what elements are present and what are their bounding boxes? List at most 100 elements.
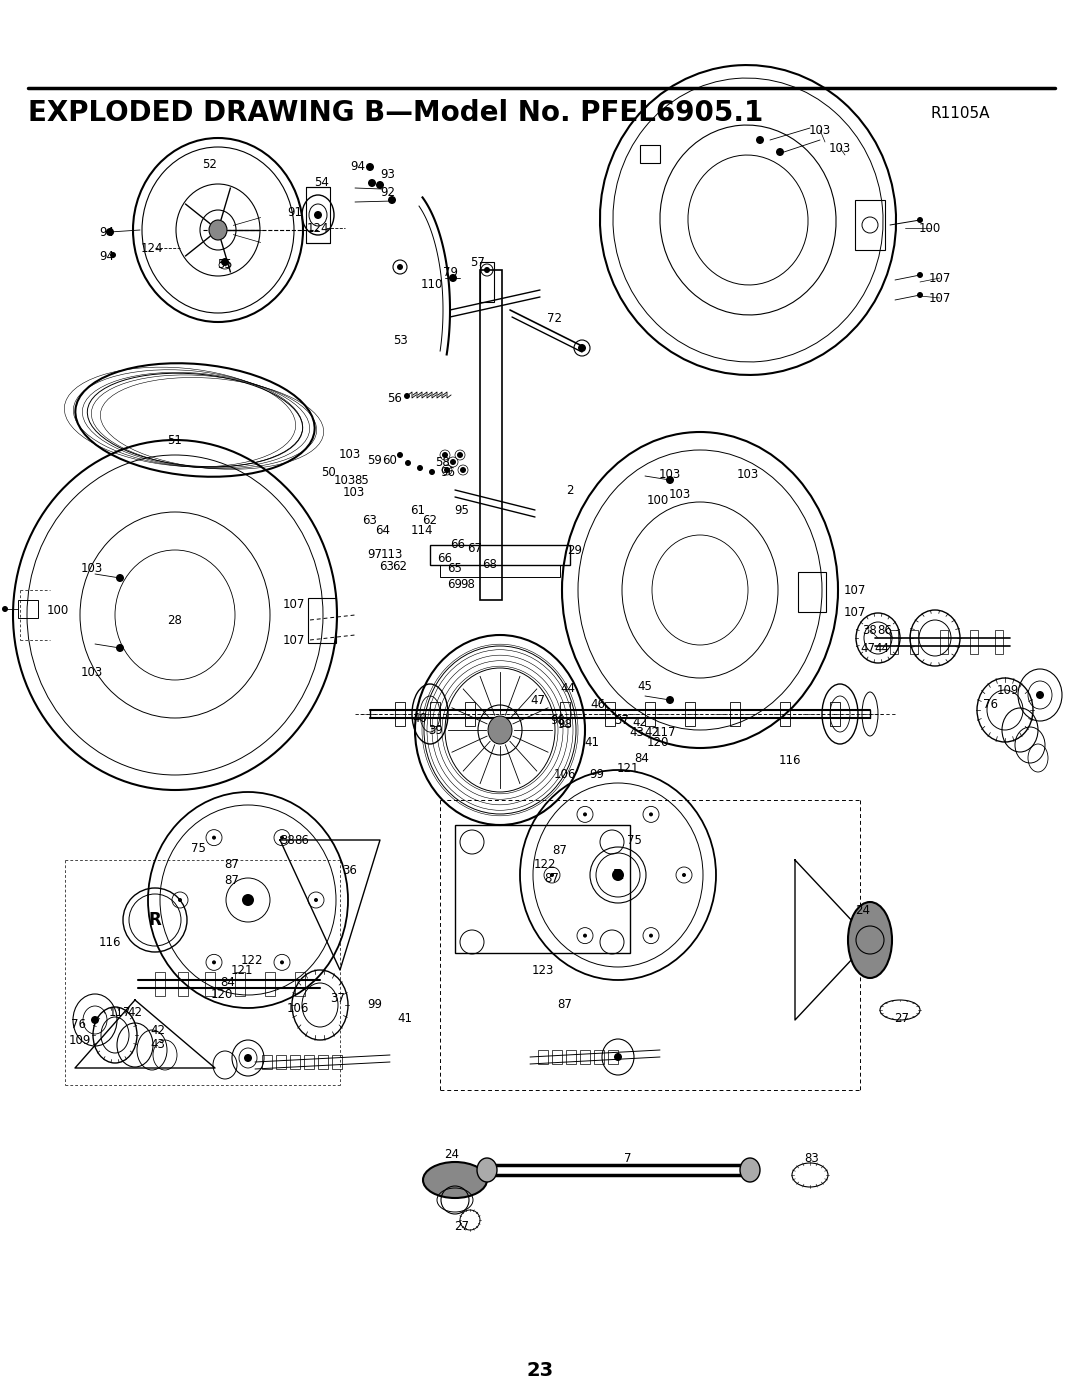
Text: 98: 98 <box>551 714 566 726</box>
Bar <box>780 703 789 726</box>
Text: 103: 103 <box>334 474 356 486</box>
Bar <box>291 1055 300 1069</box>
Text: 38: 38 <box>281 834 295 847</box>
Text: 63: 63 <box>379 560 394 573</box>
Bar <box>480 263 494 302</box>
Circle shape <box>212 835 216 840</box>
Bar <box>890 630 897 654</box>
Circle shape <box>221 258 229 265</box>
Text: 42: 42 <box>633 715 648 728</box>
Circle shape <box>110 251 116 258</box>
Circle shape <box>178 898 183 902</box>
Circle shape <box>777 148 784 156</box>
Text: 47: 47 <box>530 693 545 707</box>
Text: 103: 103 <box>737 468 759 482</box>
Text: 7: 7 <box>624 1151 632 1165</box>
Bar <box>605 703 615 726</box>
Bar <box>645 703 654 726</box>
Text: 103: 103 <box>659 468 681 482</box>
Text: 121: 121 <box>231 964 253 977</box>
Bar <box>455 826 630 953</box>
Bar <box>594 1051 604 1065</box>
Text: 65: 65 <box>447 562 462 574</box>
Text: 62: 62 <box>422 514 437 527</box>
Bar <box>566 1051 576 1065</box>
Circle shape <box>612 869 624 882</box>
Circle shape <box>376 182 384 189</box>
Circle shape <box>405 460 411 467</box>
Bar <box>156 972 165 996</box>
Text: 55: 55 <box>217 258 231 271</box>
Text: 87: 87 <box>225 858 240 870</box>
Bar <box>538 1051 548 1065</box>
Bar <box>318 1055 328 1069</box>
Circle shape <box>578 344 586 352</box>
Text: 106: 106 <box>554 768 577 781</box>
Bar <box>430 545 570 564</box>
Bar <box>480 270 502 599</box>
Circle shape <box>583 933 588 937</box>
Text: 79: 79 <box>443 265 458 278</box>
Text: 98: 98 <box>557 718 572 732</box>
Text: 56: 56 <box>388 391 403 405</box>
Circle shape <box>666 476 674 483</box>
Text: 94: 94 <box>99 225 114 239</box>
Text: 107: 107 <box>843 584 866 597</box>
Text: 103: 103 <box>342 486 365 499</box>
Text: 39: 39 <box>429 724 444 736</box>
Text: 87: 87 <box>544 872 559 884</box>
Ellipse shape <box>740 1158 760 1182</box>
Text: 43: 43 <box>150 1038 165 1051</box>
Text: 123: 123 <box>531 964 554 977</box>
Text: 54: 54 <box>314 176 329 189</box>
Bar <box>685 703 696 726</box>
Bar <box>265 972 275 996</box>
Bar <box>395 703 405 726</box>
Text: 42: 42 <box>150 1024 165 1037</box>
Text: R1105A: R1105A <box>930 106 989 120</box>
Bar <box>995 630 1003 654</box>
Circle shape <box>756 136 764 144</box>
Text: 99: 99 <box>367 999 382 1011</box>
Bar <box>580 1051 590 1065</box>
Text: 45: 45 <box>637 679 652 693</box>
Text: 37: 37 <box>330 992 346 1004</box>
Text: 42: 42 <box>127 1006 143 1018</box>
Circle shape <box>457 453 463 458</box>
Text: 124: 124 <box>307 222 329 235</box>
Text: 92: 92 <box>380 187 395 200</box>
Text: 64: 64 <box>376 524 391 536</box>
Circle shape <box>442 453 448 458</box>
Circle shape <box>366 163 374 170</box>
Circle shape <box>368 179 376 187</box>
Bar <box>262 1055 272 1069</box>
Text: 36: 36 <box>342 863 357 876</box>
Text: 109: 109 <box>69 1034 91 1046</box>
Text: 24: 24 <box>855 904 870 916</box>
Text: 24: 24 <box>445 1148 459 1161</box>
Text: 86: 86 <box>295 834 310 847</box>
Circle shape <box>550 873 554 877</box>
Text: 94: 94 <box>351 161 365 173</box>
Bar <box>970 630 978 654</box>
Bar <box>178 972 188 996</box>
Circle shape <box>917 272 923 278</box>
Circle shape <box>484 267 490 272</box>
Text: 68: 68 <box>483 559 498 571</box>
Text: 27: 27 <box>894 1011 909 1024</box>
Bar <box>940 630 948 654</box>
Text: 29: 29 <box>567 543 582 556</box>
Text: 116: 116 <box>98 936 121 949</box>
Bar <box>561 703 570 726</box>
Text: 100: 100 <box>647 493 670 507</box>
Text: 84: 84 <box>635 752 649 764</box>
Text: 103: 103 <box>669 489 691 502</box>
Bar <box>730 703 740 726</box>
Text: 67: 67 <box>468 542 483 555</box>
Text: EXPLODED DRAWING B—Model No. PFEL6905.1: EXPLODED DRAWING B—Model No. PFEL6905.1 <box>28 99 764 127</box>
Text: 87: 87 <box>225 873 240 887</box>
Text: 69: 69 <box>447 578 462 591</box>
Text: 44: 44 <box>561 682 576 694</box>
Text: 106: 106 <box>287 1002 309 1014</box>
Ellipse shape <box>423 1162 487 1199</box>
